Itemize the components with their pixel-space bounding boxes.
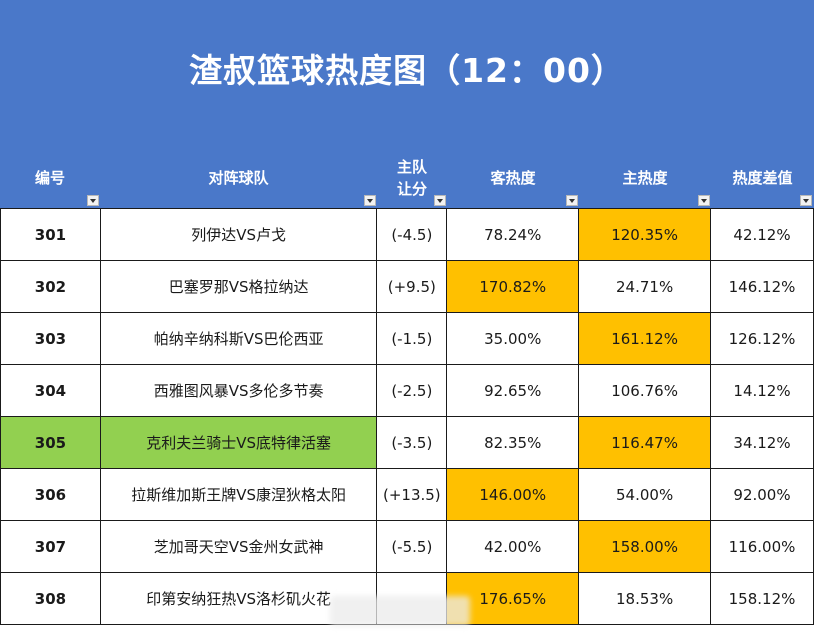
- data-table: 301 列伊达VS卢戈 (-4.5) 78.24% 120.35% 42.12% 302 巴塞…: [0, 208, 814, 625]
- filter-dropdown-icon[interactable]: [364, 195, 376, 206]
- row-heat-diff[interactable]: 116.00%: [710, 520, 814, 573]
- row-spread[interactable]: (+13.5): [376, 468, 448, 521]
- row-away-heat[interactable]: 42.00%: [446, 520, 580, 573]
- row-away-heat[interactable]: 78.24%: [446, 208, 580, 261]
- row-home-heat[interactable]: 158.00%: [578, 520, 712, 573]
- table-row[interactable]: 302 巴塞罗那VS格拉纳达 (+9.5) 170.82% 24.71% 146.12%: [0, 260, 814, 313]
- row-id[interactable]: 301: [0, 208, 101, 261]
- row-home-heat[interactable]: 120.35%: [578, 208, 712, 261]
- row-spread[interactable]: (+9.5): [376, 260, 448, 313]
- row-id[interactable]: 305: [0, 416, 101, 469]
- row-id[interactable]: 304: [0, 364, 101, 417]
- table-row[interactable]: 301 列伊达VS卢戈 (-4.5) 78.24% 120.35% 42.12%: [0, 208, 814, 261]
- filter-dropdown-icon[interactable]: [566, 195, 578, 206]
- col-header-spread: 主队 让分: [396, 158, 427, 198]
- row-away-heat[interactable]: 146.00%: [446, 468, 580, 521]
- filter-dropdown-icon[interactable]: [698, 195, 710, 206]
- row-id[interactable]: 303: [0, 312, 101, 365]
- row-match[interactable]: 芝加哥天空VS金州女武神: [99, 520, 378, 573]
- row-spread[interactable]: (-1.5): [376, 312, 448, 365]
- row-heat-diff[interactable]: 158.12%: [710, 572, 814, 625]
- row-away-heat[interactable]: 82.35%: [446, 416, 580, 469]
- row-match[interactable]: 巴塞罗那VS格拉纳达: [99, 260, 378, 313]
- filter-dropdown-icon[interactable]: [800, 195, 812, 206]
- row-spread[interactable]: (-5.5): [376, 520, 448, 573]
- row-away-heat[interactable]: 92.65%: [446, 364, 580, 417]
- col-header-heat-diff: 热度差值: [732, 169, 793, 187]
- col-header-home-heat: 主热度: [622, 169, 668, 187]
- row-match[interactable]: 克利夫兰骑士VS底特律活塞: [99, 416, 378, 469]
- row-away-heat[interactable]: 35.00%: [446, 312, 580, 365]
- row-id[interactable]: 306: [0, 468, 101, 521]
- row-away-heat[interactable]: 170.82%: [446, 260, 580, 313]
- row-heat-diff[interactable]: 126.12%: [710, 312, 814, 365]
- row-id[interactable]: 307: [0, 520, 101, 573]
- col-header-match: 对阵球队: [208, 169, 269, 187]
- row-home-heat[interactable]: 18.53%: [578, 572, 712, 625]
- row-match[interactable]: 帕纳辛纳科斯VS巴伦西亚: [99, 312, 378, 365]
- row-home-heat[interactable]: 116.47%: [578, 416, 712, 469]
- row-id[interactable]: 308: [0, 572, 101, 625]
- table-row[interactable]: 303 帕纳辛纳科斯VS巴伦西亚 (-1.5) 35.00% 161.12% 126.12…: [0, 312, 814, 365]
- table-row[interactable]: 307 芝加哥天空VS金州女武神 (-5.5) 42.00% 158.00% 116.00…: [0, 520, 814, 573]
- row-heat-diff[interactable]: 14.12%: [710, 364, 814, 417]
- row-match[interactable]: 列伊达VS卢戈: [99, 208, 378, 261]
- page-title: 渣叔篮球热度图（12：00）: [189, 51, 625, 90]
- row-spread[interactable]: (-2.5): [376, 364, 448, 417]
- row-spread[interactable]: (-4.5): [376, 208, 448, 261]
- table-row[interactable]: 305 克利夫兰骑士VS底特律活塞 (-3.5) 82.35% 116.47% 34.12…: [0, 416, 814, 469]
- row-spread[interactable]: (-3.5): [376, 416, 448, 469]
- table-row[interactable]: 306 拉斯维加斯王牌VS康涅狄格太阳 (+13.5) 146.00% 54.00% 92…: [0, 468, 814, 521]
- row-home-heat[interactable]: 106.76%: [578, 364, 712, 417]
- col-header-id: 编号: [34, 169, 65, 187]
- row-heat-diff[interactable]: 34.12%: [710, 416, 814, 469]
- row-home-heat[interactable]: 54.00%: [578, 468, 712, 521]
- row-heat-diff[interactable]: 146.12%: [710, 260, 814, 313]
- header-band: 渣叔篮球热度图（12：00） 编号 对阵球队 主队 让分 客热度 主热度 热度差…: [0, 0, 814, 208]
- row-match[interactable]: 西雅图风暴VS多伦多节奏: [99, 364, 378, 417]
- filter-dropdown-icon[interactable]: [434, 195, 446, 206]
- row-home-heat[interactable]: 24.71%: [578, 260, 712, 313]
- row-heat-diff[interactable]: 42.12%: [710, 208, 814, 261]
- table-row[interactable]: 304 西雅图风暴VS多伦多节奏 (-2.5) 92.65% 106.76% 14.12%: [0, 364, 814, 417]
- filter-dropdown-icon[interactable]: [87, 195, 99, 206]
- watermark-overlay: [330, 596, 470, 626]
- row-match[interactable]: 拉斯维加斯王牌VS康涅狄格太阳: [99, 468, 378, 521]
- row-home-heat[interactable]: 161.12%: [578, 312, 712, 365]
- row-id[interactable]: 302: [0, 260, 101, 313]
- col-header-away-heat: 客热度: [490, 169, 536, 187]
- row-heat-diff[interactable]: 92.00%: [710, 468, 814, 521]
